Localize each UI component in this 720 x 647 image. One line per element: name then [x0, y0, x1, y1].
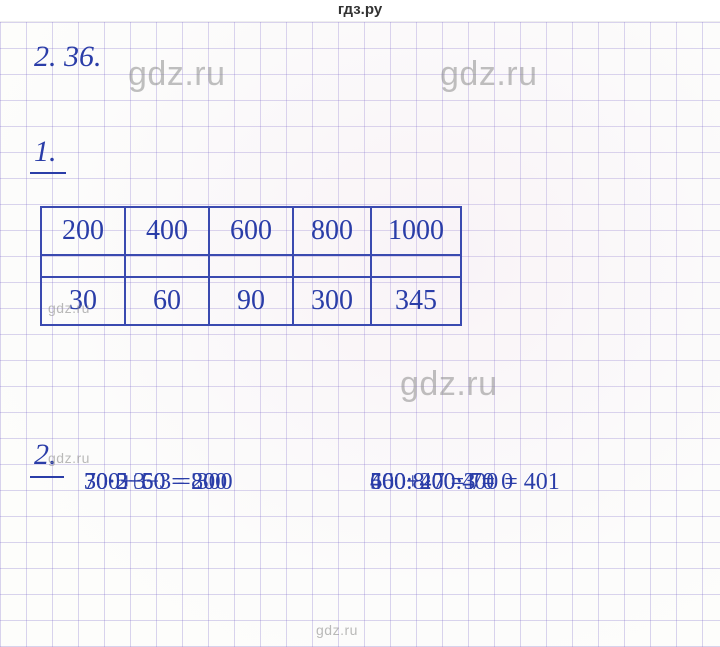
table-cell: 90 — [209, 277, 293, 325]
table-row: 200 400 600 800 1000 — [41, 207, 461, 255]
grid-paper-background — [0, 22, 720, 647]
section-2-label: 2. — [34, 438, 57, 472]
table-cell: 300 — [293, 277, 371, 325]
data-table: 200 400 600 800 1000 30 60 90 300 345 — [40, 206, 462, 326]
table-cell: 30 — [41, 277, 125, 325]
table-cell: 1000 — [371, 207, 461, 255]
table-cell — [293, 255, 371, 277]
table-cell — [371, 255, 461, 277]
section-2-underline — [30, 476, 64, 478]
page-heading: 2. 36. — [34, 40, 102, 74]
equation-line: 560:8·7 = 70 — [370, 462, 494, 502]
equation-line: 70·2−60 = 80 — [84, 462, 215, 502]
table-cell: 345 — [371, 277, 461, 325]
table-cell: 600 — [209, 207, 293, 255]
table-cell — [209, 255, 293, 277]
site-header-text: гдз.ру — [338, 1, 382, 18]
site-header: гдз.ру — [0, 0, 720, 22]
section-1-underline — [30, 172, 66, 174]
table-cell: 400 — [125, 207, 209, 255]
table-cell — [41, 255, 125, 277]
table-row — [41, 255, 461, 277]
table-cell: 800 — [293, 207, 371, 255]
page-root: гдз.ру 2. 36. 1. 200 400 600 800 1000 30… — [0, 0, 720, 647]
table-cell: 60 — [125, 277, 209, 325]
section-1-label: 1. — [34, 135, 57, 169]
table-row: 30 60 90 300 345 — [41, 277, 461, 325]
table-cell — [125, 255, 209, 277]
table-cell: 200 — [41, 207, 125, 255]
